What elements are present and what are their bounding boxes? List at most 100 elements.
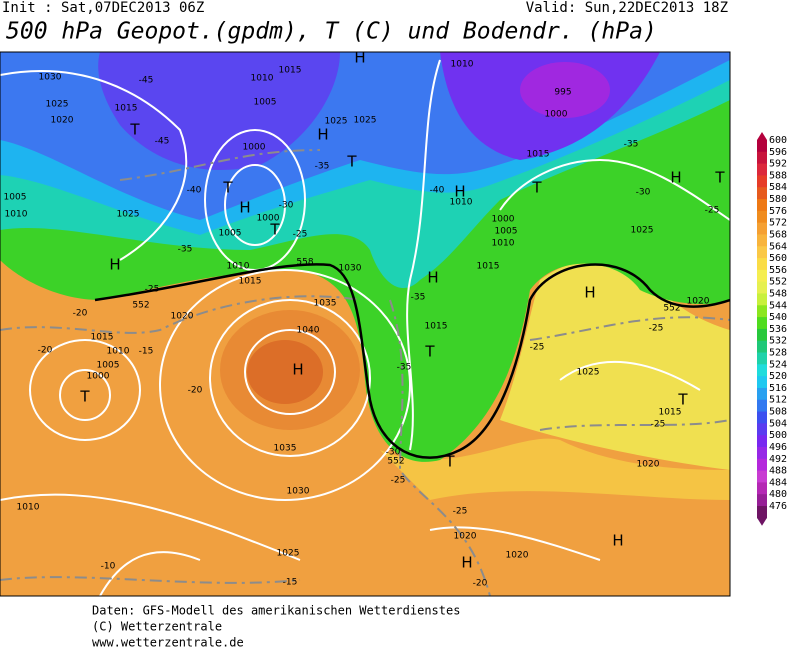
contour-label: 1030: [39, 73, 62, 83]
colorbar-swatch: [757, 246, 767, 259]
colorbar-label: 592: [769, 159, 787, 170]
pressure-center: T: [444, 453, 455, 471]
pressure-center: T: [677, 391, 688, 409]
pressure-center: T: [79, 388, 90, 406]
contour-label: -45: [155, 137, 170, 147]
pressure-center: H: [584, 284, 595, 302]
contour-label: 1015: [239, 277, 262, 287]
contour-label: 1005: [495, 227, 518, 237]
pressure-center: H: [427, 269, 438, 287]
contour-label: 995: [554, 88, 571, 98]
contour-label: 1025: [631, 226, 654, 236]
contour-label: 1025: [117, 210, 140, 220]
colorbar-swatch: [757, 387, 767, 401]
colorbar-label: 572: [769, 218, 787, 229]
contour-label: 1025: [354, 116, 377, 126]
map-frame: [0, 51, 731, 597]
contour-label: 1000: [243, 143, 266, 153]
pressure-center: H: [317, 126, 328, 144]
contour-label: -10: [101, 562, 116, 572]
contour-label: 1015: [115, 104, 138, 114]
colorbar-label: 520: [769, 371, 787, 382]
contour-label: 1020: [51, 116, 74, 126]
colorbar-label: 584: [769, 182, 787, 193]
colorbar-swatch: [757, 281, 767, 294]
contour-label: -35: [315, 162, 330, 172]
contour-label: 1015: [477, 262, 500, 272]
colorbar-label: 488: [769, 466, 787, 477]
contour-label: 1005: [254, 98, 277, 108]
colorbar-label: 600: [769, 135, 787, 146]
contour-label: -25: [145, 285, 160, 295]
contour-label: -35: [178, 245, 193, 255]
contour-label: 1030: [339, 264, 362, 274]
colorbar-label: 544: [769, 300, 787, 311]
isotherms: [0, 149, 730, 596]
colorbar-label: 480: [769, 489, 787, 500]
colorbar-swatch: [757, 352, 767, 365]
contour-label: 1000: [492, 215, 515, 225]
colorbar-swatch: [757, 446, 767, 460]
contour-label: 1010: [17, 503, 40, 513]
contour-label: 1000: [87, 372, 110, 382]
init-time: Init : Sat,07DEC2013 06Z: [2, 0, 204, 16]
contour-label: -25: [391, 476, 406, 486]
contour-label: 1035: [314, 299, 337, 309]
pressure-center: H: [239, 199, 250, 217]
field: [247, 340, 323, 404]
colorbar-swatch: [757, 411, 767, 424]
colorbar-label: 512: [769, 395, 787, 406]
pressure-center: T: [714, 169, 725, 187]
contour-label: 1010: [251, 74, 274, 84]
contour-label: 1035: [274, 444, 297, 454]
colorbar-label: 536: [769, 324, 787, 335]
footer-line: (C) Wetterzentrale: [92, 620, 222, 634]
colorbar-label: 496: [769, 442, 787, 453]
footer-line: www.wetterzentrale.de: [92, 636, 244, 648]
contour-label: 1010: [492, 239, 515, 249]
field: [98, 52, 341, 171]
colorbar-label: 540: [769, 312, 787, 323]
field: [380, 438, 730, 500]
field: [520, 62, 610, 118]
colorbar-label: 580: [769, 194, 787, 205]
colorbar-swatch: [757, 376, 767, 389]
colorbar-label: 596: [769, 147, 787, 158]
contour-label: -30: [636, 188, 651, 198]
colorbar-label: 568: [769, 229, 787, 240]
contour-label: -15: [139, 347, 154, 357]
colorbar-swatch: [757, 175, 767, 188]
contour-label: -35: [397, 363, 412, 373]
contour-label: 1025: [325, 117, 348, 127]
colorbar-label: 532: [769, 336, 787, 347]
contour-label: 1020: [687, 297, 710, 307]
contour-label: -20: [73, 309, 88, 319]
colorbar-swatch: [757, 317, 767, 330]
colorbar-swatch: [757, 423, 767, 436]
552-contour: [94, 263, 730, 459]
contour-label: 1015: [425, 322, 448, 332]
contour-label: -20: [473, 579, 488, 589]
colorbar-swatch: [757, 305, 767, 318]
contour-label: -40: [187, 186, 202, 196]
colorbar-label: 548: [769, 288, 787, 299]
colorbar-label: 564: [769, 241, 787, 252]
contour-label: 1005: [219, 229, 242, 239]
field: [500, 258, 730, 470]
pressure-center: H: [461, 554, 472, 572]
pressure-center: T: [424, 343, 435, 361]
colorbar-label: 552: [769, 277, 787, 288]
colorbar-swatch: [757, 140, 767, 153]
contour-label: -25: [705, 206, 720, 216]
contour-label: 1015: [279, 66, 302, 76]
pressure-center: H: [109, 256, 120, 274]
colorbar-swatch: [757, 494, 767, 507]
pressure-center: T: [531, 179, 542, 197]
contour-label: -20: [38, 346, 53, 356]
valid-time: Valid: Sun,22DEC2013 18Z: [526, 0, 728, 16]
colorbar-label: 504: [769, 418, 787, 429]
contour-label: 1005: [4, 193, 27, 203]
pressure-center: T: [269, 221, 280, 239]
contour-label: -40: [430, 186, 445, 196]
contour-label: 1020: [171, 312, 194, 322]
